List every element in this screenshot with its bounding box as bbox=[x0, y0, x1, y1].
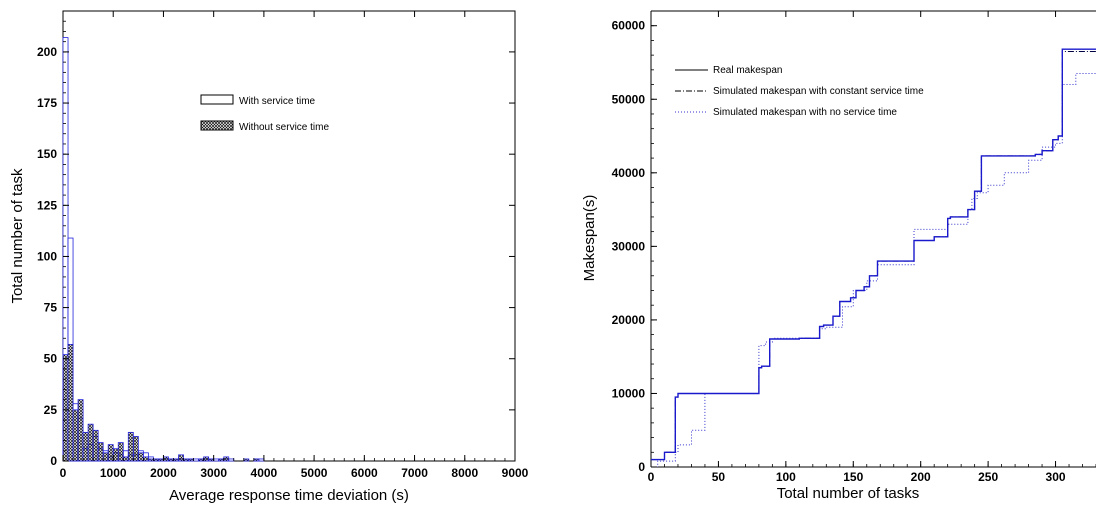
bar-without-service bbox=[72, 409, 79, 462]
legend-label-constant: Simulated makespan with constant service… bbox=[713, 86, 924, 97]
x-tick-label: 9000 bbox=[502, 466, 529, 480]
bar-without-service bbox=[102, 452, 109, 462]
makespan-plot-frame bbox=[650, 10, 1096, 468]
bar-without-service bbox=[92, 429, 99, 462]
bar-without-service bbox=[127, 431, 134, 462]
bar-without-service bbox=[253, 458, 260, 462]
x-tick-label: 7000 bbox=[401, 466, 428, 480]
x-tick-label: 5000 bbox=[301, 466, 328, 480]
bar-without-service bbox=[223, 456, 230, 462]
bar-without-service bbox=[142, 456, 149, 462]
x-tick-label: 6000 bbox=[351, 466, 378, 480]
histogram-legend: With service time Without service time bbox=[200, 94, 329, 133]
histogram-plot-frame bbox=[62, 10, 516, 462]
bar-without-service bbox=[198, 458, 205, 462]
histogram-ylabel: Total number of task bbox=[9, 168, 26, 304]
legend-label-with-service: With service time bbox=[239, 96, 316, 107]
bar-without-service bbox=[87, 423, 94, 462]
y-tick-label: 40000 bbox=[612, 166, 646, 180]
y-tick-label: 10000 bbox=[612, 386, 646, 400]
bar-without-service bbox=[243, 458, 250, 462]
series-no-service bbox=[651, 73, 1096, 467]
y-tick-label: 200 bbox=[37, 45, 57, 59]
bar-without-service bbox=[107, 444, 114, 462]
bar-with-service bbox=[258, 458, 265, 462]
histogram-chart: 0 1000 2000 3000 4000 5000 6000 7000 8000 9000 0 25… bbox=[9, 10, 529, 504]
makespan-xlabel: Total number of tasks bbox=[777, 485, 920, 502]
bar-without-service bbox=[188, 458, 194, 462]
bar-without-service bbox=[218, 458, 225, 462]
x-tick-label: 100 bbox=[776, 470, 796, 484]
x-tick-label: 150 bbox=[843, 470, 863, 484]
y-tick-label: 50000 bbox=[612, 92, 646, 106]
x-tick-label: 3000 bbox=[200, 466, 227, 480]
bar-with-service bbox=[213, 458, 220, 462]
bar-with-service bbox=[193, 458, 199, 462]
y-tick-label: 75 bbox=[44, 301, 58, 315]
bar-without-service bbox=[163, 456, 169, 462]
legend-swatch-without-service bbox=[200, 120, 234, 131]
bar-with-service bbox=[228, 458, 235, 462]
bar-without-service bbox=[122, 456, 129, 462]
x-tick-label: 1000 bbox=[100, 466, 127, 480]
legend-label-without-service: Without service time bbox=[239, 122, 329, 133]
bar-without-service bbox=[132, 436, 139, 462]
histogram-bars bbox=[62, 37, 265, 462]
y-tick-label: 30000 bbox=[612, 239, 646, 253]
x-tick-label: 250 bbox=[978, 470, 998, 484]
y-tick-label: 25 bbox=[44, 403, 58, 417]
x-tick-label: 200 bbox=[911, 470, 931, 484]
series-real-makespan bbox=[651, 48, 1096, 461]
y-tick-label: 50 bbox=[44, 352, 58, 366]
bar-without-service bbox=[168, 458, 174, 462]
bar-without-service bbox=[97, 442, 104, 462]
x-tick-label: 8000 bbox=[451, 466, 478, 480]
y-tick-label: 0 bbox=[50, 454, 57, 468]
legend-swatch-with-service bbox=[200, 94, 234, 105]
x-tick-label: 50 bbox=[712, 470, 726, 484]
bar-without-service bbox=[173, 458, 179, 462]
bar-without-service bbox=[152, 458, 159, 462]
x-tick-label: 4000 bbox=[251, 466, 278, 480]
bar-without-service bbox=[112, 448, 119, 462]
x-tick-label: 0 bbox=[60, 466, 67, 480]
bar-without-service bbox=[208, 458, 215, 462]
bar-without-service bbox=[203, 456, 210, 462]
x-tick-label: 2000 bbox=[150, 466, 177, 480]
makespan-chart: 0 50 100 150 200 250 300 0 10000 20000 30000 40000 5… bbox=[581, 10, 1096, 502]
x-tick-label: 0 bbox=[648, 470, 655, 484]
y-tick-label: 100 bbox=[37, 249, 57, 263]
histogram-xlabel: Average response time deviation (s) bbox=[169, 487, 409, 504]
bar-without-service bbox=[147, 458, 154, 462]
y-tick-label: 0 bbox=[638, 460, 645, 474]
bar-without-service bbox=[183, 458, 189, 462]
y-tick-label: 20000 bbox=[612, 313, 646, 327]
bar-without-service bbox=[77, 399, 84, 462]
x-tick-label: 300 bbox=[1046, 470, 1066, 484]
histogram-ticks: 0 1000 2000 3000 4000 5000 6000 7000 8000 9000 0 25… bbox=[37, 10, 529, 480]
bar-without-service bbox=[178, 454, 184, 462]
bar-without-service bbox=[82, 431, 89, 462]
bar-without-service bbox=[62, 354, 69, 462]
y-tick-label: 150 bbox=[37, 147, 57, 161]
bar-without-service bbox=[117, 442, 124, 462]
bar-without-service bbox=[137, 452, 144, 462]
y-tick-label: 60000 bbox=[612, 19, 646, 33]
makespan-ylabel: Makespan(s) bbox=[581, 195, 598, 282]
y-tick-label: 125 bbox=[37, 198, 57, 212]
makespan-lines bbox=[651, 48, 1096, 467]
makespan-ticks: 0 50 100 150 200 250 300 0 10000 20000 30000 40000 5… bbox=[612, 10, 1096, 484]
makespan-legend: Real makespan Simulated makespan with co… bbox=[675, 65, 924, 118]
legend-label-real: Real makespan bbox=[713, 65, 782, 76]
y-tick-label: 175 bbox=[37, 96, 57, 110]
bar-without-service bbox=[158, 458, 164, 462]
bar-without-service bbox=[67, 344, 74, 462]
legend-label-noservice: Simulated makespan with no service time bbox=[713, 107, 897, 118]
